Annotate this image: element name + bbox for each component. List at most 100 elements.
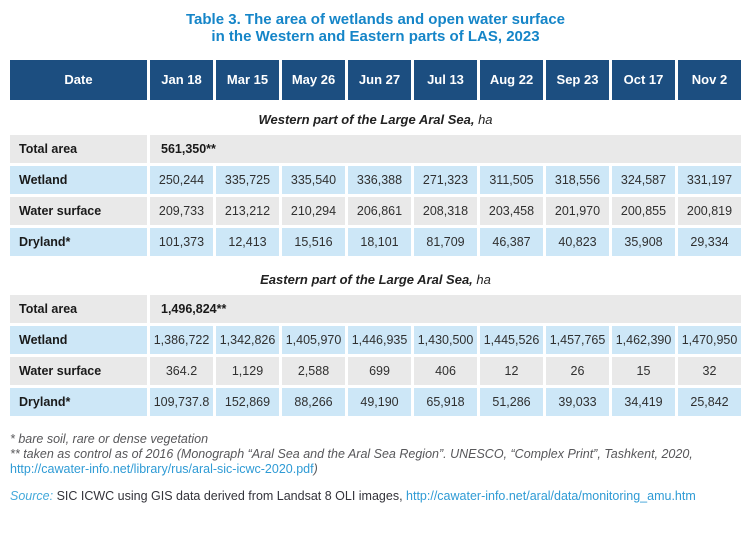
data-cell: 1,462,390: [612, 325, 675, 354]
row-label: Total area: [10, 294, 147, 323]
table-row-wetland-western: Wetland 250,244 335,725 335,540 336,388 …: [10, 165, 741, 194]
date-header-cell: Sep 23: [546, 59, 609, 100]
data-cell: 406: [414, 356, 477, 385]
row-label: Water surface: [10, 196, 147, 225]
section-heading-western: Western part of the Large Aral Sea, ha: [10, 102, 741, 132]
section-heading-western-unit: ha: [474, 111, 493, 127]
data-cell: 81,709: [414, 227, 477, 256]
data-cell: 18,101: [348, 227, 411, 256]
section-heading-eastern-cell: Eastern part of the Large Aral Sea, ha: [10, 258, 741, 292]
data-cell: 35,908: [612, 227, 675, 256]
total-area-value: 561,350**: [150, 134, 741, 163]
date-header-cell: Jun 27: [348, 59, 411, 100]
section-heading-eastern-text: Eastern part of the Large Aral Sea,: [260, 271, 473, 287]
total-area-row-western: Total area 561,350**: [10, 134, 741, 163]
source-line: Source: SIC ICWC using GIS data derived …: [10, 489, 741, 504]
data-cell: 109,737.8: [150, 387, 213, 416]
table-row-water-surface-western: Water surface 209,733 213,212 210,294 20…: [10, 196, 741, 225]
row-label: Water surface: [10, 356, 147, 385]
data-cell: 12,413: [216, 227, 279, 256]
data-cell: 15: [612, 356, 675, 385]
data-table: Date Jan 18 Mar 15 May 26 Jun 27 Jul 13 …: [7, 57, 744, 419]
data-cell: 200,819: [678, 196, 741, 225]
data-cell: 65,918: [414, 387, 477, 416]
data-cell: 2,588: [282, 356, 345, 385]
data-cell: 331,197: [678, 165, 741, 194]
date-header-cell: Jul 13: [414, 59, 477, 100]
data-cell: 250,244: [150, 165, 213, 194]
source-link[interactable]: http://cawater-info.net/aral/data/monito…: [406, 489, 696, 504]
section-heading-eastern: Eastern part of the Large Aral Sea, ha: [10, 258, 741, 292]
footnote-2-text: ** taken as control as of 2016 (Monograp…: [10, 446, 693, 461]
date-header-row: Date Jan 18 Mar 15 May 26 Jun 27 Jul 13 …: [10, 59, 741, 100]
data-cell: 1,129: [216, 356, 279, 385]
footnote-1: * bare soil, rare or dense vegetation: [10, 431, 209, 446]
data-cell: 1,342,826: [216, 325, 279, 354]
date-header-cell: Jan 18: [150, 59, 213, 100]
data-cell: 29,334: [678, 227, 741, 256]
data-cell: 311,505: [480, 165, 543, 194]
data-cell: 203,458: [480, 196, 543, 225]
table-row-water-surface-eastern: Water surface 364.2 1,129 2,588 699 406 …: [10, 356, 741, 385]
date-header-cell: Mar 15: [216, 59, 279, 100]
total-area-row-eastern: Total area 1,496,824**: [10, 294, 741, 323]
data-cell: 201,970: [546, 196, 609, 225]
data-cell: 1,405,970: [282, 325, 345, 354]
date-header-cell: Aug 22: [480, 59, 543, 100]
date-label-header-cell: Date: [10, 59, 147, 100]
data-cell: 200,855: [612, 196, 675, 225]
data-cell: 1,430,500: [414, 325, 477, 354]
data-cell: 25,842: [678, 387, 741, 416]
data-cell: 335,725: [216, 165, 279, 194]
data-cell: 101,373: [150, 227, 213, 256]
section-heading-eastern-unit: ha: [472, 271, 491, 287]
data-cell: 1,457,765: [546, 325, 609, 354]
data-cell: 318,556: [546, 165, 609, 194]
data-cell: 12: [480, 356, 543, 385]
data-cell: 213,212: [216, 196, 279, 225]
row-label: Total area: [10, 134, 147, 163]
data-cell: 15,516: [282, 227, 345, 256]
data-cell: 49,190: [348, 387, 411, 416]
table-row-dryland-western: Dryland* 101,373 12,413 15,516 18,101 81…: [10, 227, 741, 256]
data-cell: 40,823: [546, 227, 609, 256]
section-heading-western-cell: Western part of the Large Aral Sea, ha: [10, 102, 741, 132]
row-label: Dryland*: [10, 387, 147, 416]
source-label: Source:: [10, 489, 54, 504]
date-header-cell: Nov 2: [678, 59, 741, 100]
page-title-line2: in the Western and Eastern parts of LAS,…: [211, 28, 540, 46]
data-cell: 34,419: [612, 387, 675, 416]
data-cell: 39,033: [546, 387, 609, 416]
data-cell: 1,446,935: [348, 325, 411, 354]
section-heading-western-text: Western part of the Large Aral Sea,: [258, 111, 475, 127]
data-cell: 699: [348, 356, 411, 385]
footnote-2-close: ): [313, 462, 318, 476]
data-cell: 336,388: [348, 165, 411, 194]
data-cell: 26: [546, 356, 609, 385]
row-label: Wetland: [10, 325, 147, 354]
data-cell: 152,869: [216, 387, 279, 416]
data-cell: 364.2: [150, 356, 213, 385]
page-title: Table 3. The area of wetlands and open w…: [0, 11, 751, 46]
footnote-2-link[interactable]: http://cawater-info.net/library/rus/aral…: [10, 462, 314, 476]
data-cell: 46,387: [480, 227, 543, 256]
data-cell: 324,587: [612, 165, 675, 194]
table-row-wetland-eastern: Wetland 1,386,722 1,342,826 1,405,970 1,…: [10, 325, 741, 354]
data-cell: 1,386,722: [150, 325, 213, 354]
total-area-value: 1,496,824**: [150, 294, 741, 323]
data-cell: 1,470,950: [678, 325, 741, 354]
row-label: Wetland: [10, 165, 147, 194]
data-cell: 335,540: [282, 165, 345, 194]
footnote-2: ** taken as control as of 2016 (Monograp…: [10, 447, 741, 478]
data-cell: 208,318: [414, 196, 477, 225]
data-cell: 271,323: [414, 165, 477, 194]
data-cell: 32: [678, 356, 741, 385]
date-header-cell: Oct 17: [612, 59, 675, 100]
page-title-line1: Table 3. The area of wetlands and open w…: [186, 11, 565, 28]
data-cell: 88,266: [282, 387, 345, 416]
data-cell: 51,286: [480, 387, 543, 416]
row-label: Dryland*: [10, 227, 147, 256]
data-cell: 210,294: [282, 196, 345, 225]
data-cell: 1,445,526: [480, 325, 543, 354]
